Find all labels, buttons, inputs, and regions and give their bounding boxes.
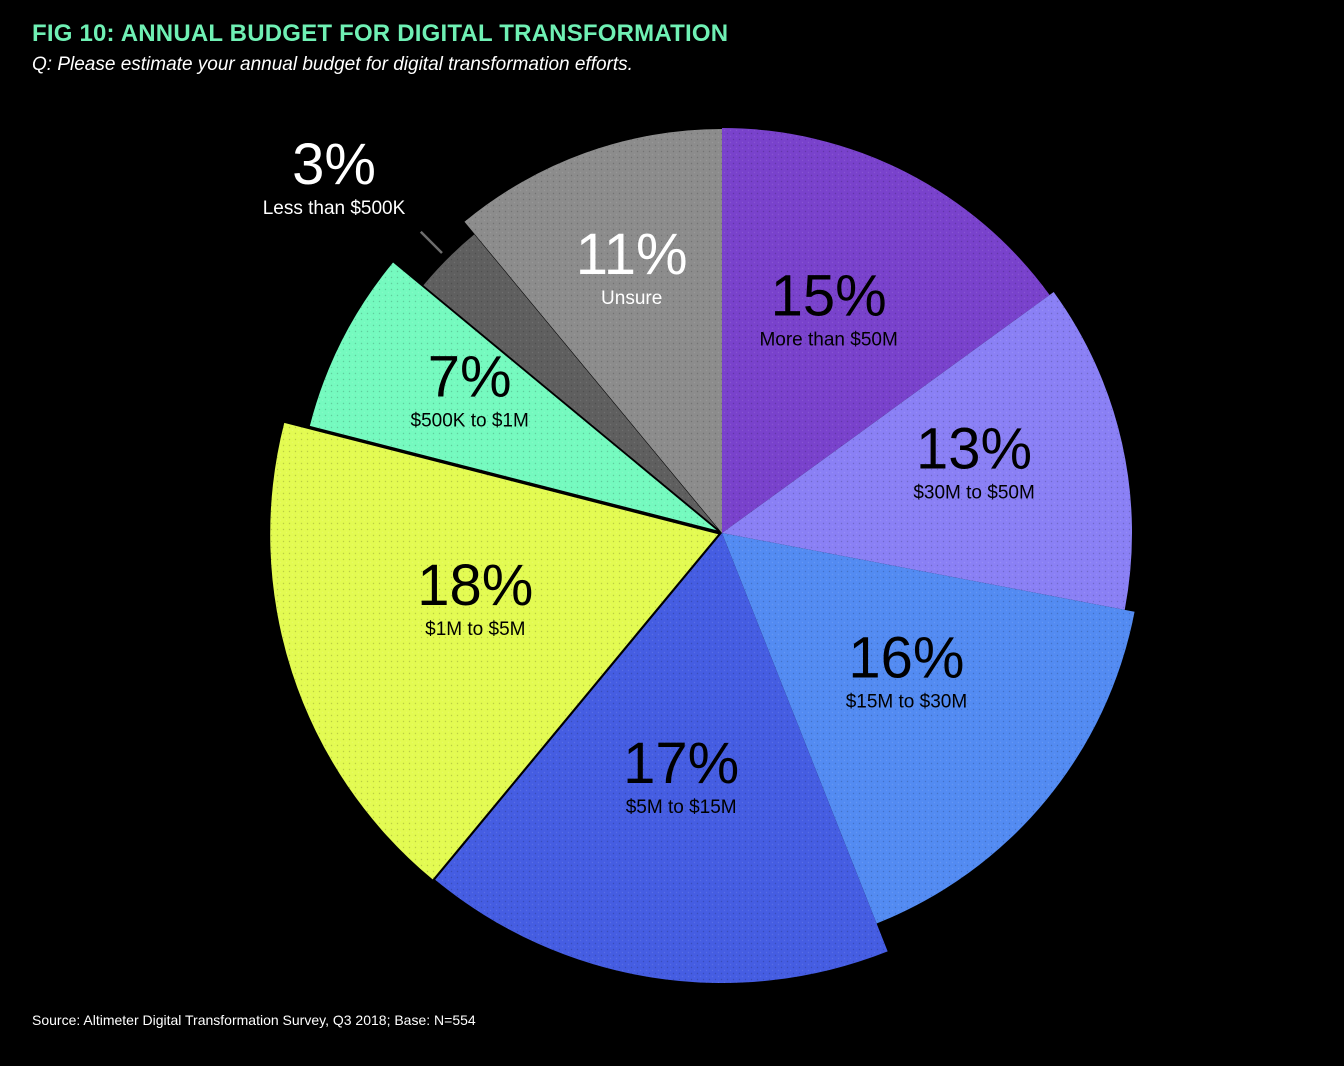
slice-percent-label: 11% (576, 222, 688, 287)
pie-slice-texture (722, 292, 1132, 610)
pie-slice-more-than-50m (722, 128, 1050, 533)
slice-category-label: $5M to $15M (626, 797, 737, 818)
slice-category-label: $1M to $5M (425, 619, 525, 640)
slice-category-label: $500K to $1M (411, 410, 529, 431)
chart-subtitle: Q: Please estimate your annual budget fo… (32, 54, 633, 75)
pie-slice-texture (309, 262, 717, 531)
pie-slice-texture (722, 533, 1135, 924)
slice-percent-label: 7% (428, 344, 512, 409)
slice-percent-label: 13% (916, 417, 1032, 482)
pie-slice-30m-to-50m (722, 292, 1132, 610)
slice-category-label: Unsure (601, 288, 662, 309)
slice-category-label: $15M to $30M (846, 692, 967, 713)
pie-slice-unsure (464, 129, 722, 533)
pie-slice-less-than-500k (423, 234, 718, 529)
slice-category-label: $30M to $50M (913, 483, 1034, 504)
leader-line (419, 230, 443, 254)
pie-slice-1m-to-5m (270, 422, 719, 880)
slice-category-label: More than $50M (759, 330, 897, 351)
pie-labels: 15%More than $50M 13%$30M to $50M 16%$15M … (263, 132, 1035, 818)
pie-slice-500k-to-1m (309, 262, 717, 531)
pie-slice-texture (435, 533, 888, 983)
pie-slice-5m-to-15m (435, 533, 888, 983)
pie-slice-texture (464, 129, 722, 533)
slice-percent-label: 17% (623, 731, 739, 796)
source-note: Source: Altimeter Digital Transformation… (32, 1012, 476, 1028)
pie-slice-texture (722, 128, 1050, 533)
slice-category-label: Less than $500K (263, 198, 406, 219)
slice-percent-label: 18% (417, 553, 533, 618)
slice-percent-label: 16% (848, 626, 964, 691)
pie-slice-15m-to-30m (722, 533, 1135, 924)
pie-slices (270, 128, 1135, 983)
pie-slice-texture (423, 234, 718, 529)
slice-percent-label: 3% (292, 132, 376, 197)
slice-percent-label: 15% (771, 264, 887, 329)
chart-title: FIG 10: ANNUAL BUDGET FOR DIGITAL TRANSF… (32, 20, 729, 47)
pie-slice-texture (270, 422, 719, 880)
